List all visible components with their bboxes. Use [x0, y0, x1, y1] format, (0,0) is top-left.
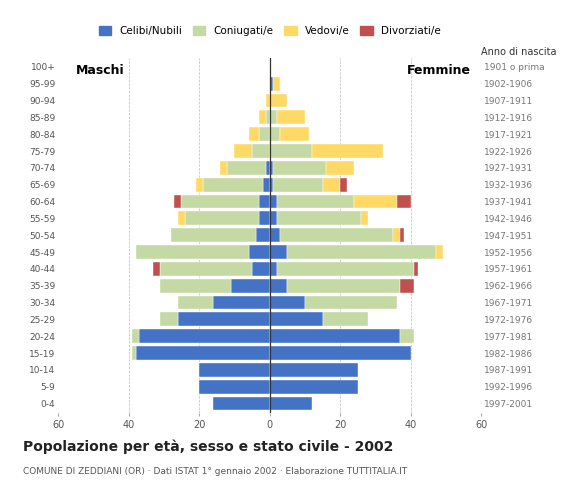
Bar [234, 144, 252, 158]
Bar [132, 346, 136, 360]
Bar [259, 194, 270, 208]
Bar [248, 127, 259, 141]
Bar [220, 161, 227, 175]
Bar [136, 245, 248, 259]
Bar [322, 312, 368, 326]
Bar [270, 329, 400, 343]
Bar [400, 228, 404, 242]
Bar [136, 346, 270, 360]
Bar [287, 245, 436, 259]
Bar [259, 110, 266, 124]
Bar [266, 161, 270, 175]
Bar [273, 77, 280, 91]
Bar [213, 396, 270, 410]
Bar [312, 144, 383, 158]
Bar [414, 262, 418, 276]
Bar [270, 363, 358, 377]
Bar [213, 296, 270, 310]
Bar [270, 94, 287, 108]
Bar [322, 178, 340, 192]
Bar [178, 312, 270, 326]
Bar [305, 296, 397, 310]
Bar [178, 296, 213, 310]
Bar [270, 228, 280, 242]
Bar [202, 178, 263, 192]
Bar [160, 279, 231, 293]
Bar [132, 329, 139, 343]
Bar [277, 262, 414, 276]
Bar [270, 380, 358, 394]
Text: Maschi: Maschi [76, 64, 125, 77]
Bar [256, 228, 270, 242]
Bar [436, 245, 443, 259]
Bar [270, 245, 287, 259]
Bar [185, 212, 259, 225]
Bar [270, 312, 322, 326]
Bar [277, 194, 354, 208]
Bar [270, 127, 280, 141]
Bar [400, 329, 414, 343]
Text: Femmine: Femmine [407, 64, 471, 77]
Bar [393, 228, 400, 242]
Bar [326, 161, 354, 175]
Bar [252, 262, 270, 276]
Bar [287, 279, 400, 293]
Bar [263, 178, 270, 192]
Bar [270, 194, 277, 208]
Bar [175, 194, 182, 208]
Bar [400, 279, 414, 293]
Bar [277, 110, 305, 124]
Bar [273, 178, 322, 192]
Bar [361, 212, 368, 225]
Bar [270, 396, 312, 410]
Bar [266, 94, 270, 108]
Bar [199, 363, 270, 377]
Bar [270, 77, 273, 91]
Bar [182, 194, 259, 208]
Text: COMUNE DI ZEDDIANI (OR) · Dati ISTAT 1° gennaio 2002 · Elaborazione TUTTITALIA.I: COMUNE DI ZEDDIANI (OR) · Dati ISTAT 1° … [23, 467, 407, 476]
Bar [160, 312, 178, 326]
Text: Popolazione per età, sesso e stato civile - 2002: Popolazione per età, sesso e stato civil… [23, 439, 394, 454]
Bar [266, 110, 270, 124]
Bar [270, 296, 305, 310]
Bar [270, 110, 277, 124]
Bar [199, 380, 270, 394]
Bar [270, 178, 273, 192]
Bar [153, 262, 160, 276]
Bar [227, 161, 266, 175]
Bar [270, 144, 312, 158]
Bar [231, 279, 270, 293]
Bar [270, 161, 273, 175]
Bar [280, 127, 309, 141]
Bar [259, 127, 270, 141]
Bar [273, 161, 326, 175]
Bar [248, 245, 270, 259]
Bar [340, 178, 347, 192]
Bar [270, 279, 287, 293]
Bar [171, 228, 256, 242]
Bar [354, 194, 397, 208]
Bar [178, 212, 185, 225]
Bar [270, 346, 411, 360]
Bar [270, 212, 277, 225]
Bar [270, 262, 277, 276]
Bar [259, 212, 270, 225]
Bar [195, 178, 202, 192]
Text: Anno di nascita: Anno di nascita [481, 47, 557, 57]
Bar [397, 194, 411, 208]
Bar [280, 228, 393, 242]
Bar [277, 212, 361, 225]
Bar [160, 262, 252, 276]
Legend: Celibi/Nubili, Coniugati/e, Vedovi/e, Divorziati/e: Celibi/Nubili, Coniugati/e, Vedovi/e, Di… [95, 22, 445, 40]
Bar [139, 329, 270, 343]
Bar [252, 144, 270, 158]
